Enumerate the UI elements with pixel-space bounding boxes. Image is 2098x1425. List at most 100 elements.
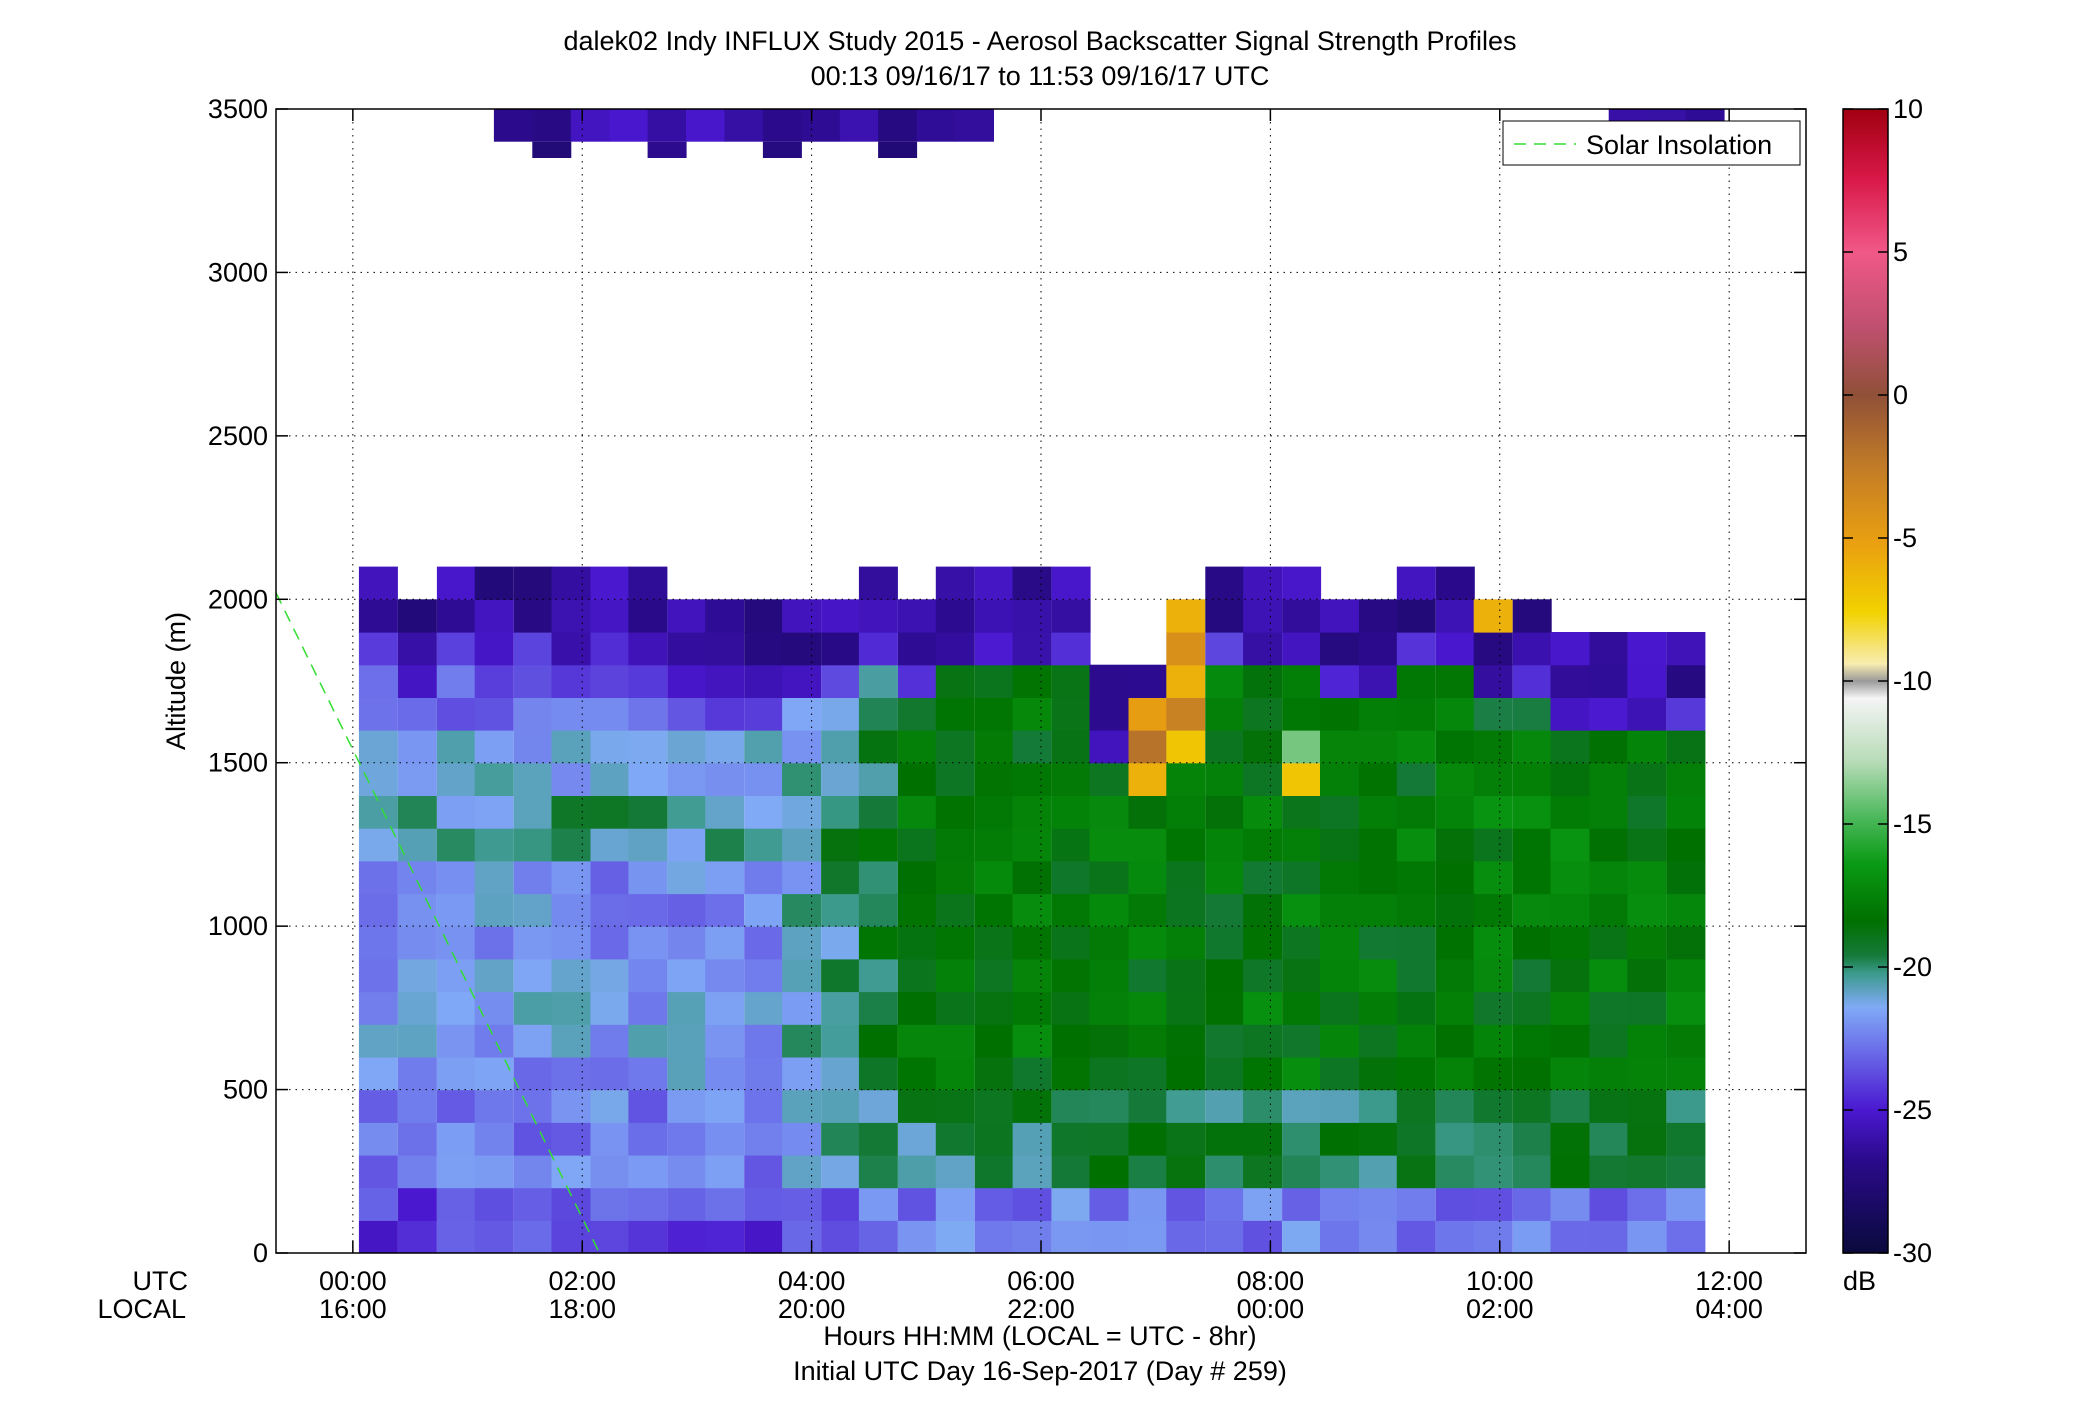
heatmap-cell <box>436 730 476 764</box>
heatmap-cell <box>1166 664 1206 698</box>
heatmap-cell <box>1666 762 1706 796</box>
heatmap-cell <box>1666 1089 1706 1123</box>
heatmap-cell <box>1359 1187 1398 1221</box>
heatmap-cell <box>1512 1187 1552 1221</box>
heatmap-cell <box>1396 632 1436 666</box>
heatmap-cell <box>1550 795 1590 829</box>
heatmap-cell <box>551 632 591 666</box>
heatmap-cell <box>1166 860 1206 895</box>
heatmap-cell <box>358 632 398 666</box>
heatmap-cell <box>821 599 861 633</box>
heatmap-cell <box>935 1122 975 1156</box>
colorbar-tick-label: 5 <box>1893 237 1908 267</box>
heatmap-cell <box>1589 730 1629 764</box>
heatmap-cell <box>1166 795 1206 829</box>
upper-layer-cell <box>762 141 802 158</box>
heatmap-cell <box>397 730 437 764</box>
heatmap-cell <box>1435 991 1475 1025</box>
heatmap-cell <box>935 599 975 633</box>
heatmap-cell <box>1589 664 1629 698</box>
heatmap-cell <box>974 1220 1014 1253</box>
heatmap-cell <box>1243 926 1283 960</box>
heatmap-cell <box>1359 1089 1398 1123</box>
heatmap-cell <box>782 958 822 993</box>
heatmap-cell <box>358 1154 398 1189</box>
heatmap-cell <box>782 1122 822 1156</box>
heatmap-cell <box>358 1220 398 1253</box>
heatmap-cell <box>628 566 668 600</box>
heatmap-cell <box>1550 1122 1590 1156</box>
heatmap-cell <box>667 991 707 1025</box>
heatmap-cell <box>744 860 784 895</box>
heatmap-cell <box>1243 828 1283 862</box>
heatmap-cell <box>1166 991 1206 1025</box>
heatmap-cell <box>1089 1024 1129 1058</box>
heatmap-cell <box>1012 958 1052 993</box>
heatmap-cell <box>628 1122 668 1156</box>
heatmap-cell <box>858 828 898 862</box>
heatmap-cell <box>1435 893 1475 927</box>
heatmap-cell <box>1089 860 1129 895</box>
heatmap-cell <box>397 991 437 1025</box>
legend: Solar Insolation <box>1502 120 1801 166</box>
x-tick-label-local: 20:00 <box>778 1294 846 1324</box>
upper-layer-cell <box>801 109 841 142</box>
y-tick-label: 3000 <box>208 257 268 287</box>
heatmap-cell <box>1205 762 1245 796</box>
heatmap-cell <box>1089 1089 1129 1123</box>
heatmap-cell <box>1320 599 1359 633</box>
heatmap-cell <box>1589 795 1629 829</box>
heatmap-cell <box>590 926 630 960</box>
heatmap-cell <box>1320 762 1359 796</box>
y-tick-label: 3500 <box>208 94 268 124</box>
heatmap-cell <box>821 1154 861 1189</box>
y-tick-label: 1500 <box>208 748 268 778</box>
heatmap-cell <box>1666 958 1706 993</box>
heatmap-cell <box>474 893 514 927</box>
heatmap-cell <box>1550 860 1590 895</box>
heatmap-cell <box>821 893 861 927</box>
heatmap-cell <box>590 730 630 764</box>
heatmap-cell <box>1166 697 1206 731</box>
heatmap-cell <box>1435 1056 1475 1091</box>
heatmap-cell <box>358 730 398 764</box>
heatmap-cell <box>436 1220 476 1253</box>
heatmap-cell <box>1473 1187 1513 1221</box>
heatmap-cell <box>1589 1024 1629 1058</box>
heatmap-cell <box>1666 1024 1706 1058</box>
heatmap-cell <box>397 632 437 666</box>
heatmap-cell <box>1666 1220 1706 1253</box>
heatmap-cell <box>974 1024 1014 1058</box>
heatmap-cell <box>1473 730 1513 764</box>
heatmap-cell <box>705 1187 745 1221</box>
heatmap-cell <box>358 1089 398 1123</box>
heatmap-cell <box>1282 926 1322 960</box>
heatmap-cell <box>974 664 1014 698</box>
heatmap-cell <box>1589 762 1629 796</box>
heatmap-cell <box>858 795 898 829</box>
heatmap-cell <box>1512 1056 1552 1091</box>
heatmap-cell <box>897 1154 937 1189</box>
colorbar-tick-label: -30 <box>1893 1238 1932 1268</box>
y-tick-label: 500 <box>223 1075 268 1105</box>
heatmap-cell <box>1627 1024 1667 1058</box>
heatmap-cell <box>628 1154 668 1189</box>
heatmap-cell <box>1473 697 1513 731</box>
heatmap-cell <box>1012 926 1052 960</box>
heatmap-cell <box>1243 860 1283 895</box>
heatmap-cell <box>821 958 861 993</box>
heatmap-cell <box>821 926 861 960</box>
heatmap-cell <box>1051 632 1091 666</box>
heatmap-cell <box>1282 566 1322 600</box>
heatmap-cell <box>1589 1154 1629 1189</box>
heatmap-cell <box>897 991 937 1025</box>
heatmap-cell <box>474 697 514 731</box>
heatmap-cell <box>1089 730 1129 764</box>
heatmap-cell <box>1396 1154 1436 1189</box>
heatmap-cell <box>1512 1089 1552 1123</box>
heatmap-cell <box>1205 632 1245 666</box>
heatmap-cell <box>935 632 975 666</box>
heatmap-cell <box>1128 762 1168 796</box>
heatmap-cell <box>513 893 553 927</box>
heatmap-cell <box>1589 1122 1629 1156</box>
